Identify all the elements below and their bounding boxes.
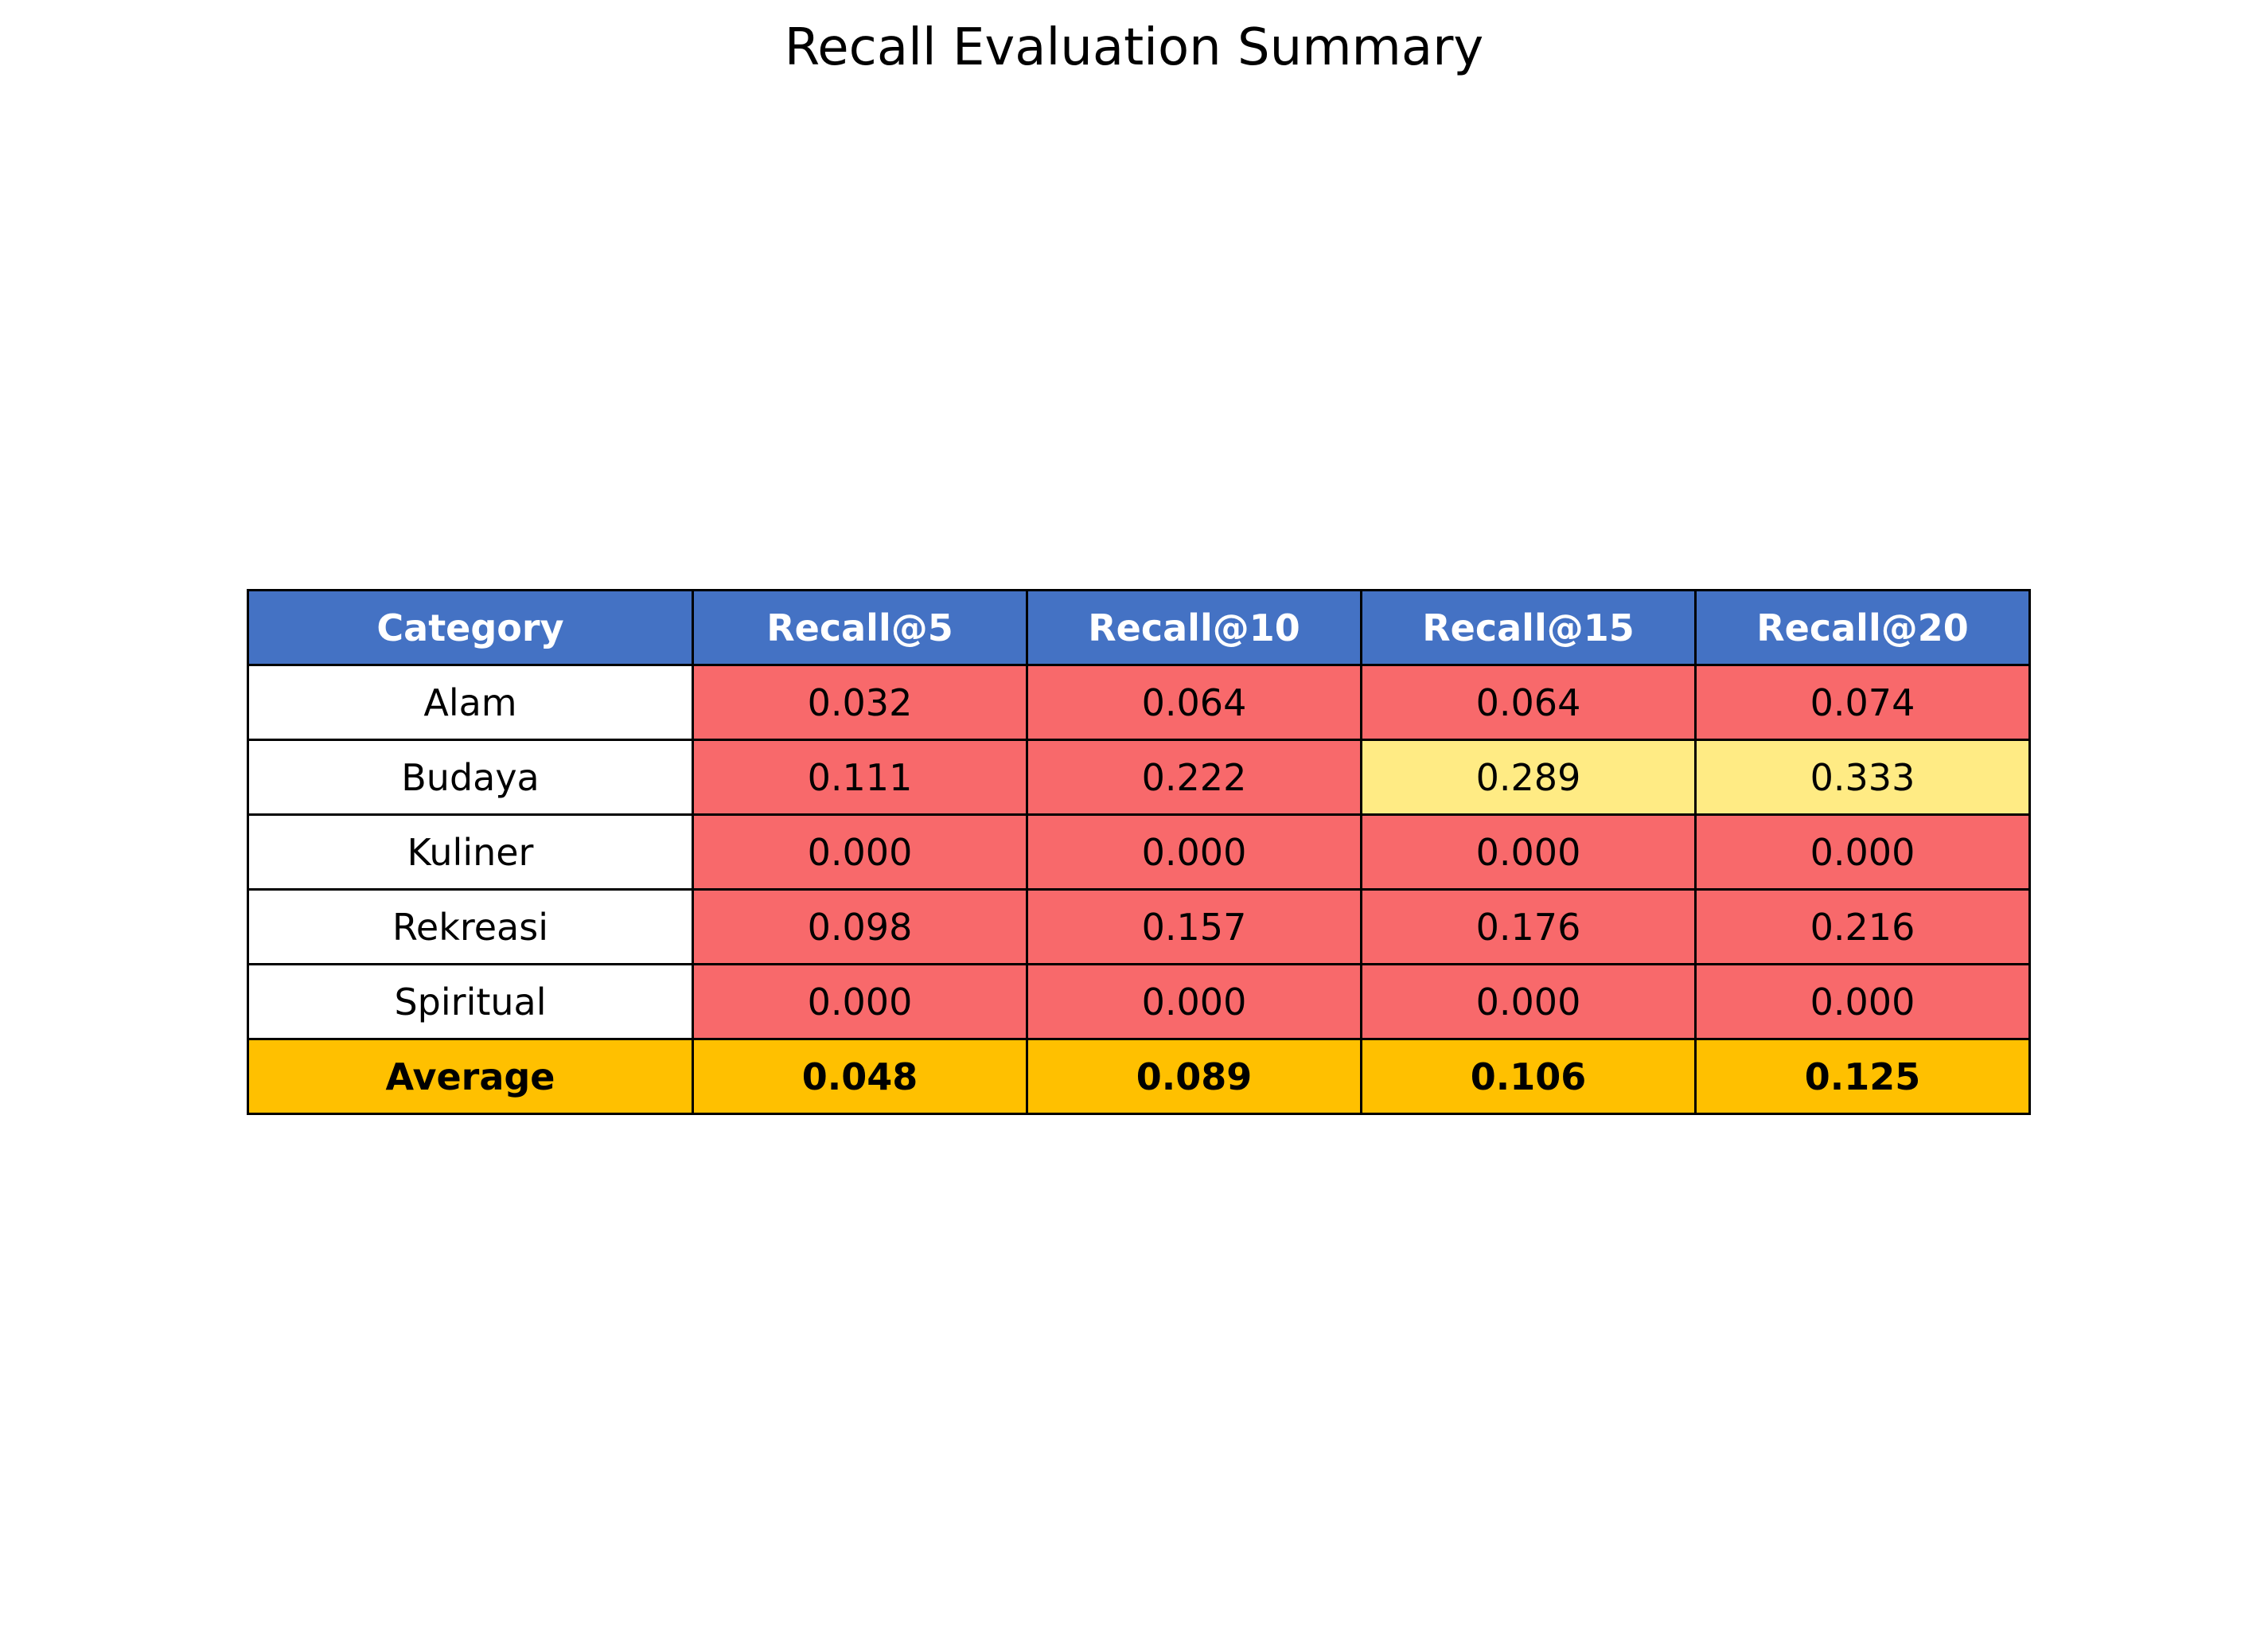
value-cell: 0.289 <box>1360 739 1697 816</box>
average-label-cell: Average <box>247 1038 694 1115</box>
recall-summary-table: Category Recall@5 Recall@10 Recall@15 Re… <box>247 589 2031 1115</box>
category-cell: Spiritual <box>247 963 694 1040</box>
value-cell: 0.111 <box>692 739 1028 816</box>
header-row: Category Recall@5 Recall@10 Recall@15 Re… <box>247 589 2031 666</box>
value-cell: 0.000 <box>1026 813 1362 891</box>
value-cell: 0.000 <box>1694 963 2031 1040</box>
value-cell: 0.222 <box>1026 739 1362 816</box>
average-value-cell: 0.048 <box>692 1038 1028 1115</box>
average-row: Average 0.048 0.089 0.106 0.125 <box>247 1038 2031 1115</box>
value-cell: 0.333 <box>1694 739 2031 816</box>
value-cell: 0.064 <box>1026 664 1362 741</box>
header-cell-recall-5: Recall@5 <box>692 589 1028 666</box>
value-cell: 0.000 <box>1026 963 1362 1040</box>
value-cell: 0.000 <box>692 813 1028 891</box>
table-row: Rekreasi 0.098 0.157 0.176 0.216 <box>247 888 2031 965</box>
average-value-cell: 0.125 <box>1694 1038 2031 1115</box>
header-cell-recall-20: Recall@20 <box>1694 589 2031 666</box>
table-row: Kuliner 0.000 0.000 0.000 0.000 <box>247 813 2031 891</box>
table-row: Budaya 0.111 0.222 0.289 0.333 <box>247 739 2031 816</box>
value-cell: 0.216 <box>1694 888 2031 965</box>
value-cell: 0.032 <box>692 664 1028 741</box>
average-value-cell: 0.089 <box>1026 1038 1362 1115</box>
value-cell: 0.064 <box>1360 664 1697 741</box>
value-cell: 0.176 <box>1360 888 1697 965</box>
value-cell: 0.000 <box>692 963 1028 1040</box>
category-cell: Rekreasi <box>247 888 694 965</box>
table-row: Alam 0.032 0.064 0.064 0.074 <box>247 664 2031 741</box>
value-cell: 0.000 <box>1360 813 1697 891</box>
chart-title: Recall Evaluation Summary <box>784 18 1484 77</box>
value-cell: 0.098 <box>692 888 1028 965</box>
category-cell: Kuliner <box>247 813 694 891</box>
value-cell: 0.000 <box>1360 963 1697 1040</box>
category-cell: Alam <box>247 664 694 741</box>
header-cell-recall-10: Recall@10 <box>1026 589 1362 666</box>
category-cell: Budaya <box>247 739 694 816</box>
value-cell: 0.074 <box>1694 664 2031 741</box>
table-row: Spiritual 0.000 0.000 0.000 0.000 <box>247 963 2031 1040</box>
value-cell: 0.157 <box>1026 888 1362 965</box>
value-cell: 0.000 <box>1694 813 2031 891</box>
average-value-cell: 0.106 <box>1360 1038 1697 1115</box>
header-cell-category: Category <box>247 589 694 666</box>
header-cell-recall-15: Recall@15 <box>1360 589 1697 666</box>
